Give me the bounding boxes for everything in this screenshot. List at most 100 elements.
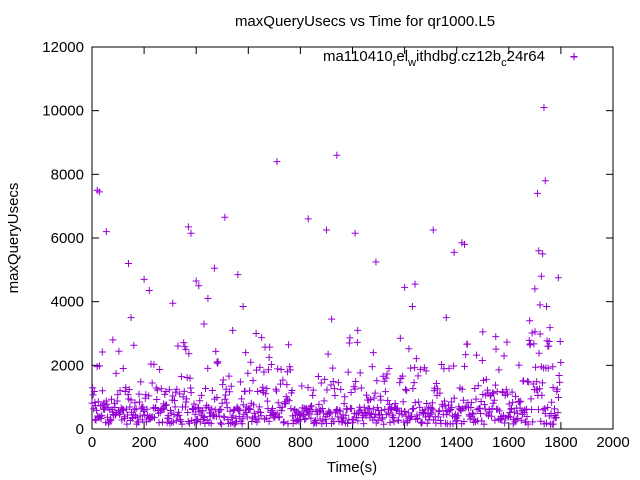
data-point [280, 418, 288, 426]
data-point [122, 384, 130, 392]
data-point [136, 398, 144, 406]
data-point [250, 401, 258, 409]
data-point [296, 412, 304, 420]
data-point [352, 414, 360, 422]
data-point [370, 394, 378, 402]
data-point [169, 418, 177, 426]
data-point [102, 228, 110, 236]
data-point [538, 391, 546, 399]
data-point [172, 388, 180, 396]
data-point [265, 366, 273, 374]
legend-part-c: ithdbg.cz12b [416, 48, 501, 65]
data-point [173, 412, 181, 420]
data-point [517, 416, 525, 424]
data-point [109, 336, 117, 344]
data-point [454, 412, 462, 420]
data-point [277, 380, 285, 388]
data-point [176, 416, 184, 424]
data-point [295, 417, 303, 425]
data-point [286, 363, 294, 371]
data-point [354, 326, 362, 334]
data-point [459, 396, 467, 404]
data-point [365, 396, 373, 404]
data-point [213, 393, 221, 401]
data-point [172, 417, 180, 425]
data-point [360, 403, 368, 411]
data-point [306, 403, 314, 411]
data-point [351, 385, 359, 393]
data-point [489, 399, 497, 407]
data-point [269, 404, 277, 412]
data-point [204, 403, 212, 411]
data-point [227, 382, 235, 390]
data-point [216, 419, 224, 427]
data-point [197, 391, 205, 399]
data-point [411, 364, 419, 372]
data-point [143, 405, 151, 413]
data-point [338, 417, 346, 425]
data-point [191, 410, 199, 418]
data-point [401, 408, 409, 416]
y-tick-label: 6000 [51, 230, 84, 247]
data-point [279, 419, 287, 427]
x-tick-label: 1600 [492, 434, 525, 451]
legend-part-c-sub: c [501, 57, 507, 69]
x-tick-label: 200 [132, 434, 157, 451]
data-point [337, 385, 345, 393]
legend-marker-plus [570, 53, 578, 61]
data-point [381, 388, 389, 396]
data-point [184, 408, 192, 416]
data-point [157, 385, 165, 393]
data-point [304, 215, 312, 223]
data-point [525, 336, 533, 344]
data-point [180, 339, 188, 347]
data-point [347, 388, 355, 396]
data-point [195, 404, 203, 412]
data-point [548, 398, 556, 406]
data-point [477, 409, 485, 417]
data-point [250, 409, 258, 417]
data-point [256, 409, 264, 417]
data-point [238, 420, 246, 428]
data-point [429, 406, 437, 414]
data-point [428, 404, 436, 412]
data-point [261, 415, 269, 423]
data-point [257, 412, 265, 420]
data-point [434, 385, 442, 393]
data-point [432, 419, 440, 427]
data-point [396, 334, 404, 342]
data-point [373, 377, 381, 385]
data-point [415, 398, 423, 406]
data-point [477, 398, 485, 406]
data-point [212, 347, 220, 355]
data-point [502, 386, 510, 394]
data-point [127, 314, 135, 322]
data-point [491, 381, 499, 389]
data-point [448, 404, 456, 412]
data-point [443, 411, 451, 419]
data-point [555, 372, 563, 380]
data-point [158, 418, 166, 426]
data-point [137, 378, 145, 386]
data-point [539, 250, 547, 258]
data-point [102, 397, 110, 405]
data-point [223, 404, 231, 412]
data-point [130, 341, 138, 349]
x-tick-label: 600 [236, 434, 261, 451]
data-point [467, 399, 475, 407]
data-point [404, 409, 412, 417]
data-point [94, 398, 102, 406]
y-tick-label: 2000 [51, 357, 84, 374]
data-point [549, 384, 557, 392]
data-point [392, 405, 400, 413]
data-point [541, 404, 549, 412]
data-point [343, 405, 351, 413]
data-point [481, 401, 489, 409]
data-point [509, 398, 517, 406]
data-point [177, 373, 185, 381]
data-point [288, 386, 296, 394]
data-point [354, 417, 362, 425]
data-point [524, 420, 532, 428]
